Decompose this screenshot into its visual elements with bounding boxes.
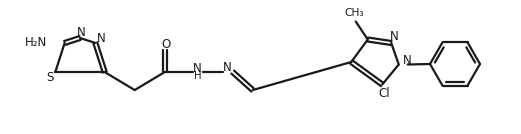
Text: N: N bbox=[390, 31, 399, 44]
Text: N: N bbox=[77, 25, 85, 38]
Text: CH₃: CH₃ bbox=[344, 8, 364, 18]
Text: N: N bbox=[193, 62, 202, 75]
Text: O: O bbox=[161, 38, 170, 51]
Text: N: N bbox=[224, 61, 232, 74]
Text: H₂N: H₂N bbox=[24, 36, 47, 49]
Text: Cl: Cl bbox=[378, 87, 390, 100]
Text: H: H bbox=[194, 71, 202, 81]
Text: N: N bbox=[402, 54, 411, 67]
Text: S: S bbox=[46, 71, 54, 84]
Text: N: N bbox=[97, 32, 106, 45]
